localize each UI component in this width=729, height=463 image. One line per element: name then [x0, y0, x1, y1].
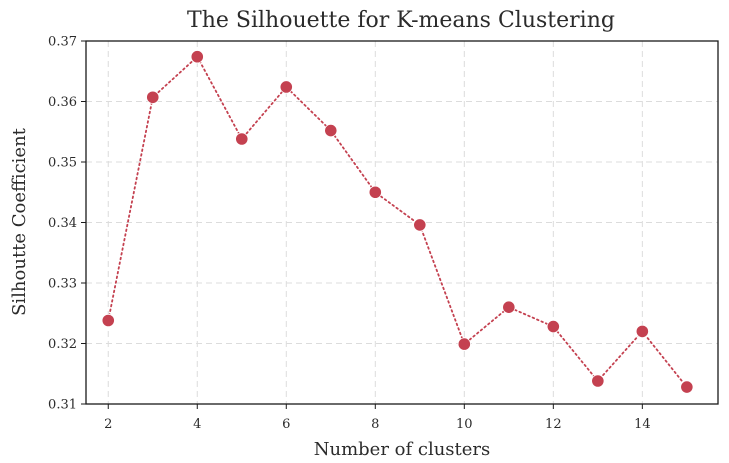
y-tick-label: 0.36: [48, 95, 77, 110]
chart-title: The Silhouette for K-means Clustering: [187, 8, 615, 33]
data-point: [413, 218, 427, 232]
axis-ticks: 0.31 0.32 0.33 0.34 0.35 0.36 0.37 2 4 6 8 10 12 14: [48, 35, 651, 433]
data-point: [680, 380, 694, 394]
data-point: [279, 80, 293, 94]
y-tick-label: 0.31: [48, 398, 77, 413]
y-axis-label: Silhoutte Coefficient: [9, 127, 30, 316]
data-point: [235, 132, 249, 146]
data-point: [368, 185, 382, 199]
y-tick-label: 0.35: [48, 156, 77, 171]
x-tick-label: 2: [104, 417, 112, 432]
data-point: [457, 337, 471, 351]
data-point: [146, 90, 160, 104]
x-tick-label: 14: [634, 417, 651, 432]
x-axis-label: Number of clusters: [314, 439, 491, 460]
x-tick-label: 12: [545, 417, 562, 432]
y-tick-label: 0.32: [48, 337, 77, 352]
data-point: [190, 50, 204, 64]
plot-frame: [85, 40, 719, 405]
x-tick-label: 8: [371, 417, 379, 432]
x-tick-label: 4: [193, 417, 201, 432]
y-tick-label: 0.37: [48, 35, 77, 50]
x-tick-label: 10: [456, 417, 473, 432]
y-tick-label: 0.34: [48, 216, 77, 231]
data-point: [635, 324, 649, 338]
data-point: [591, 374, 605, 388]
series: [101, 50, 694, 394]
x-tick-label: 6: [282, 417, 290, 432]
y-tick-label: 0.33: [48, 277, 77, 292]
data-point: [101, 313, 115, 328]
series-line: [107, 55, 688, 389]
data-point: [502, 300, 516, 314]
data-point: [546, 319, 560, 334]
grid: [86, 41, 718, 404]
data-point: [324, 123, 338, 138]
